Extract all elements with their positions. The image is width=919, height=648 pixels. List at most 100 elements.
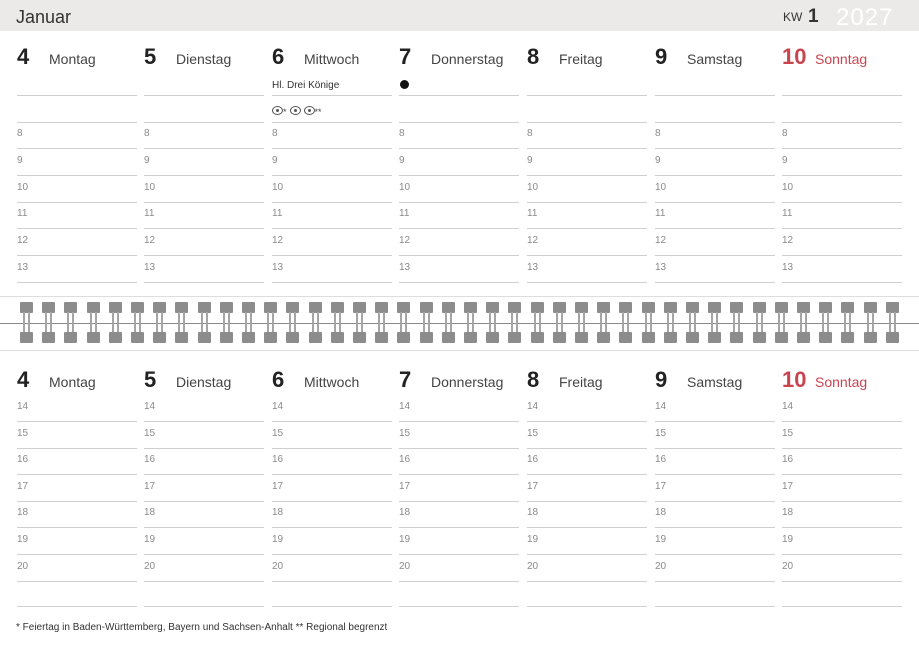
hour-label: 10 [527, 181, 539, 193]
day-name: Samstag [687, 374, 743, 390]
hour-label: 17 [399, 480, 411, 492]
day-name: Dienstag [176, 374, 232, 390]
ruled-line [144, 500, 264, 502]
ruled-line [272, 447, 392, 449]
ruled-line [144, 148, 264, 149]
ruled-line [272, 174, 392, 176]
day-name: Montag [49, 374, 96, 390]
hour-label: 19 [399, 534, 411, 545]
spiral-ring [330, 300, 344, 345]
ruled-line [399, 148, 519, 149]
hour-label: 12 [272, 235, 284, 247]
hour-label: 12 [399, 235, 411, 247]
ruled-line [655, 148, 775, 149]
divider [0, 350, 919, 351]
hour-label: 13 [527, 262, 539, 273]
divider [0, 296, 919, 297]
year-watermark: 2027 [836, 4, 894, 31]
spiral-ring [108, 300, 122, 345]
hour-label: 19 [144, 534, 156, 545]
ruled-line [782, 201, 902, 203]
week-number: 1 [808, 6, 819, 27]
hour-label: 19 [272, 534, 284, 545]
hour-label: 16 [272, 454, 284, 466]
spiral-ring [242, 300, 255, 345]
spiral-ring [508, 300, 522, 345]
spiral-ring [42, 300, 56, 345]
hour-label: 10 [782, 181, 794, 193]
ruled-line [655, 527, 775, 529]
ruled-line [655, 580, 775, 582]
hour-label: 17 [782, 480, 794, 492]
hour-label: 13 [655, 262, 667, 273]
ruled-line [782, 447, 902, 449]
ruled-line [527, 474, 647, 476]
hour-label: 12 [17, 235, 29, 247]
hour-label: 14 [399, 401, 411, 412]
hour-label: 20 [144, 560, 156, 572]
ruled-line [655, 474, 775, 476]
ruled-line [399, 421, 519, 422]
spiral-ring [264, 300, 278, 345]
ruled-line [655, 122, 775, 123]
spiral-ring [730, 300, 744, 345]
hour-label: 8 [527, 128, 533, 139]
spiral-ring [375, 300, 389, 345]
hour-label: 17 [144, 480, 156, 492]
spiral-ring [841, 300, 855, 345]
ruled-line [144, 580, 264, 582]
ruled-line [272, 527, 392, 529]
ruled-line [782, 95, 902, 96]
hour-label: 15 [527, 427, 539, 439]
ruled-line [399, 580, 519, 582]
ruled-line [144, 554, 264, 555]
hour-label: 16 [399, 454, 411, 466]
ruled-line [527, 255, 647, 257]
hour-label: 11 [272, 208, 283, 220]
spiral-ring [619, 300, 633, 345]
ruled-line [272, 201, 392, 203]
ruled-line [272, 95, 392, 96]
spiral-ring [552, 300, 566, 345]
ruled-line [17, 122, 137, 123]
day-name: Sonntag [815, 374, 868, 390]
hour-label: 14 [527, 401, 539, 412]
hour-label: 11 [782, 208, 793, 220]
ruled-line [272, 474, 392, 476]
day-number: 5 [144, 367, 157, 392]
hour-label: 13 [144, 262, 156, 273]
day-name: Sonntag [815, 51, 868, 67]
month-title: Januar [16, 7, 72, 27]
hour-label: 16 [655, 454, 667, 466]
ruled-line [399, 554, 519, 555]
hour-label: 11 [399, 208, 410, 220]
hour-label: 16 [527, 454, 539, 466]
ruled-line [144, 282, 264, 283]
holiday-label: Hl. Drei Könige [272, 80, 340, 91]
hour-label: 10 [399, 181, 411, 193]
day-name: Montag [49, 51, 96, 67]
hour-label: 18 [527, 507, 539, 519]
ruled-line [17, 527, 137, 529]
spiral-ring [153, 300, 167, 345]
spiral-ring [397, 300, 411, 345]
hour-label: 18 [399, 507, 411, 519]
ruled-line [144, 122, 264, 123]
hour-label: 17 [17, 480, 29, 492]
day-name: Freitag [559, 51, 603, 67]
hour-label: 15 [17, 427, 29, 439]
region-icon-3: ** [303, 106, 322, 117]
hour-label: 14 [272, 401, 284, 412]
ruled-line [272, 554, 392, 555]
hour-label: 8 [655, 128, 661, 139]
ruled-line [527, 148, 647, 149]
ruled-line [655, 95, 775, 96]
ruled-line [527, 122, 647, 123]
spiral-ring [663, 300, 677, 345]
hour-label: 18 [272, 507, 284, 519]
ruled-line [144, 228, 264, 230]
spiral-ring [641, 300, 655, 345]
ruled-line [655, 606, 775, 607]
spiral-ring [219, 300, 233, 345]
